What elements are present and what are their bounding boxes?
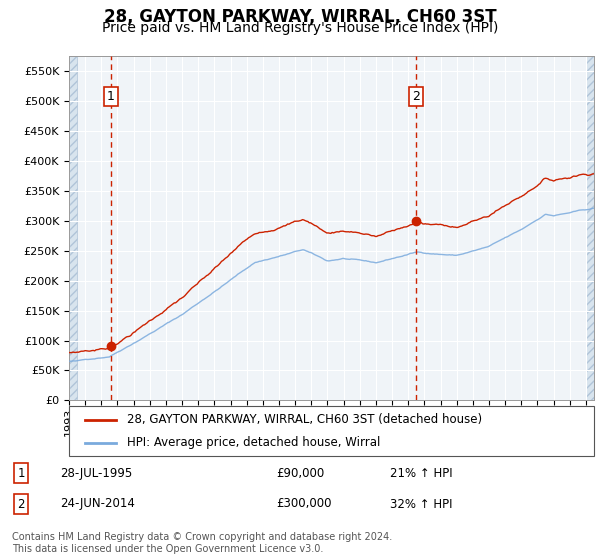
FancyBboxPatch shape <box>69 406 594 456</box>
Text: 2: 2 <box>412 90 420 102</box>
Text: 21% ↑ HPI: 21% ↑ HPI <box>390 466 452 480</box>
Text: £300,000: £300,000 <box>276 497 331 511</box>
Text: 1: 1 <box>17 466 25 480</box>
Text: Contains HM Land Registry data © Crown copyright and database right 2024.
This d: Contains HM Land Registry data © Crown c… <box>12 532 392 554</box>
Text: 24-JUN-2014: 24-JUN-2014 <box>60 497 135 511</box>
Text: HPI: Average price, detached house, Wirral: HPI: Average price, detached house, Wirr… <box>127 436 380 449</box>
Text: 2: 2 <box>17 497 25 511</box>
Text: 28, GAYTON PARKWAY, WIRRAL, CH60 3ST (detached house): 28, GAYTON PARKWAY, WIRRAL, CH60 3ST (de… <box>127 413 482 426</box>
Text: 28, GAYTON PARKWAY, WIRRAL, CH60 3ST: 28, GAYTON PARKWAY, WIRRAL, CH60 3ST <box>104 8 496 26</box>
Text: £90,000: £90,000 <box>276 466 324 480</box>
Text: 32% ↑ HPI: 32% ↑ HPI <box>390 497 452 511</box>
Text: Price paid vs. HM Land Registry's House Price Index (HPI): Price paid vs. HM Land Registry's House … <box>102 21 498 35</box>
Bar <box>69 56 77 400</box>
Bar <box>586 56 594 400</box>
Text: 1: 1 <box>107 90 115 102</box>
Text: 28-JUL-1995: 28-JUL-1995 <box>60 466 132 480</box>
